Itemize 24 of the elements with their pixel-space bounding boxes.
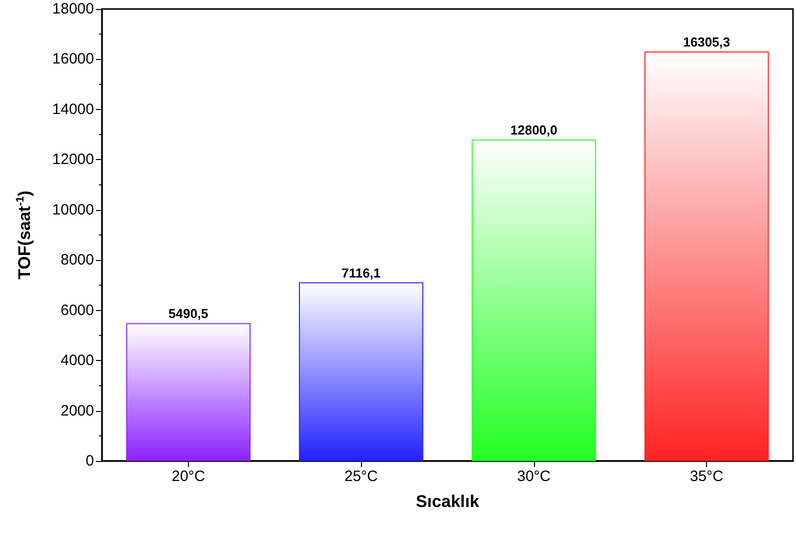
x-axis-title: Sıcaklık — [416, 492, 480, 511]
y-tick-label: 2000 — [60, 402, 94, 420]
y-tick-label: 18000 — [52, 0, 94, 18]
y-axis-title: TOF(saat-1) — [14, 190, 34, 280]
x-tick-label: 25°C — [344, 468, 378, 485]
data-label: 7116,1 — [342, 265, 381, 280]
data-label: 5490,5 — [168, 306, 208, 322]
y-tick-label: 12000 — [52, 151, 94, 168]
y-tick-label: 6000 — [60, 302, 94, 319]
bar — [472, 140, 596, 461]
x-tick-label: 35°C — [690, 468, 724, 485]
data-label: 16305,3 — [683, 34, 730, 50]
bar — [644, 52, 769, 461]
bar — [298, 282, 424, 461]
y-tick-label: 0 — [86, 452, 94, 470]
x-tick-label: 30°C — [517, 468, 551, 485]
y-tick-label: 14000 — [52, 100, 94, 118]
y-tick-label: 16000 — [52, 50, 94, 68]
y-tick-label: 8000 — [60, 252, 94, 269]
data-label: 12800,0 — [510, 122, 558, 138]
y-tick-label: 4000 — [60, 352, 94, 370]
x-tick-label: 20°C — [172, 468, 206, 485]
bar — [126, 323, 251, 461]
y-tick-label: 10000 — [52, 201, 94, 218]
